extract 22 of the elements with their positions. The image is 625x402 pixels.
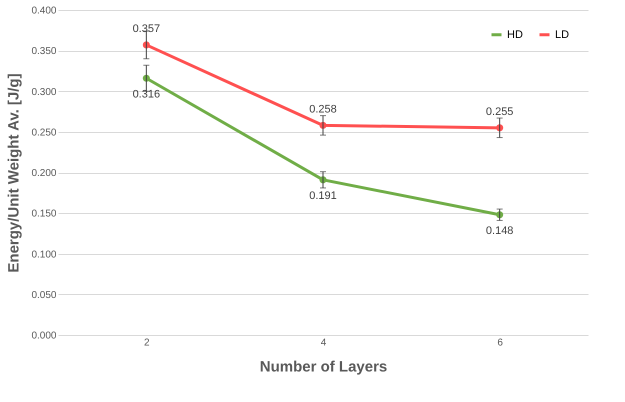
- data-label: 0.258: [309, 103, 337, 116]
- legend-label: HD: [507, 28, 523, 41]
- y-tick-label: 0.050: [31, 290, 57, 301]
- data-label: 0.316: [132, 88, 160, 100]
- data-label: 0.191: [309, 190, 337, 202]
- data-label: 0.148: [486, 224, 514, 237]
- x-axis-title: Number of Layers: [260, 358, 388, 376]
- y-tick-label: 0.100: [31, 249, 57, 260]
- y-tick-label: 0.200: [31, 168, 57, 179]
- y-tick-label: 0.000: [31, 330, 57, 342]
- y-tick-label: 0.350: [31, 46, 57, 58]
- y-tick-label: 0.150: [31, 208, 57, 220]
- y-tick-label: 0.300: [31, 86, 57, 98]
- x-tick-label: 4: [320, 338, 327, 348]
- y-tick-label: 0.400: [31, 6, 57, 16]
- data-label: 0.255: [486, 106, 514, 118]
- x-tick-label: 6: [497, 338, 504, 348]
- data-label: 0.357: [132, 22, 160, 35]
- x-tick-label: 2: [144, 338, 150, 348]
- y-tick-label: 0.250: [31, 127, 57, 138]
- legend-label: LD: [555, 28, 570, 41]
- y-axis-title: Energy/Unit Weight Av. [J/g]: [5, 73, 22, 273]
